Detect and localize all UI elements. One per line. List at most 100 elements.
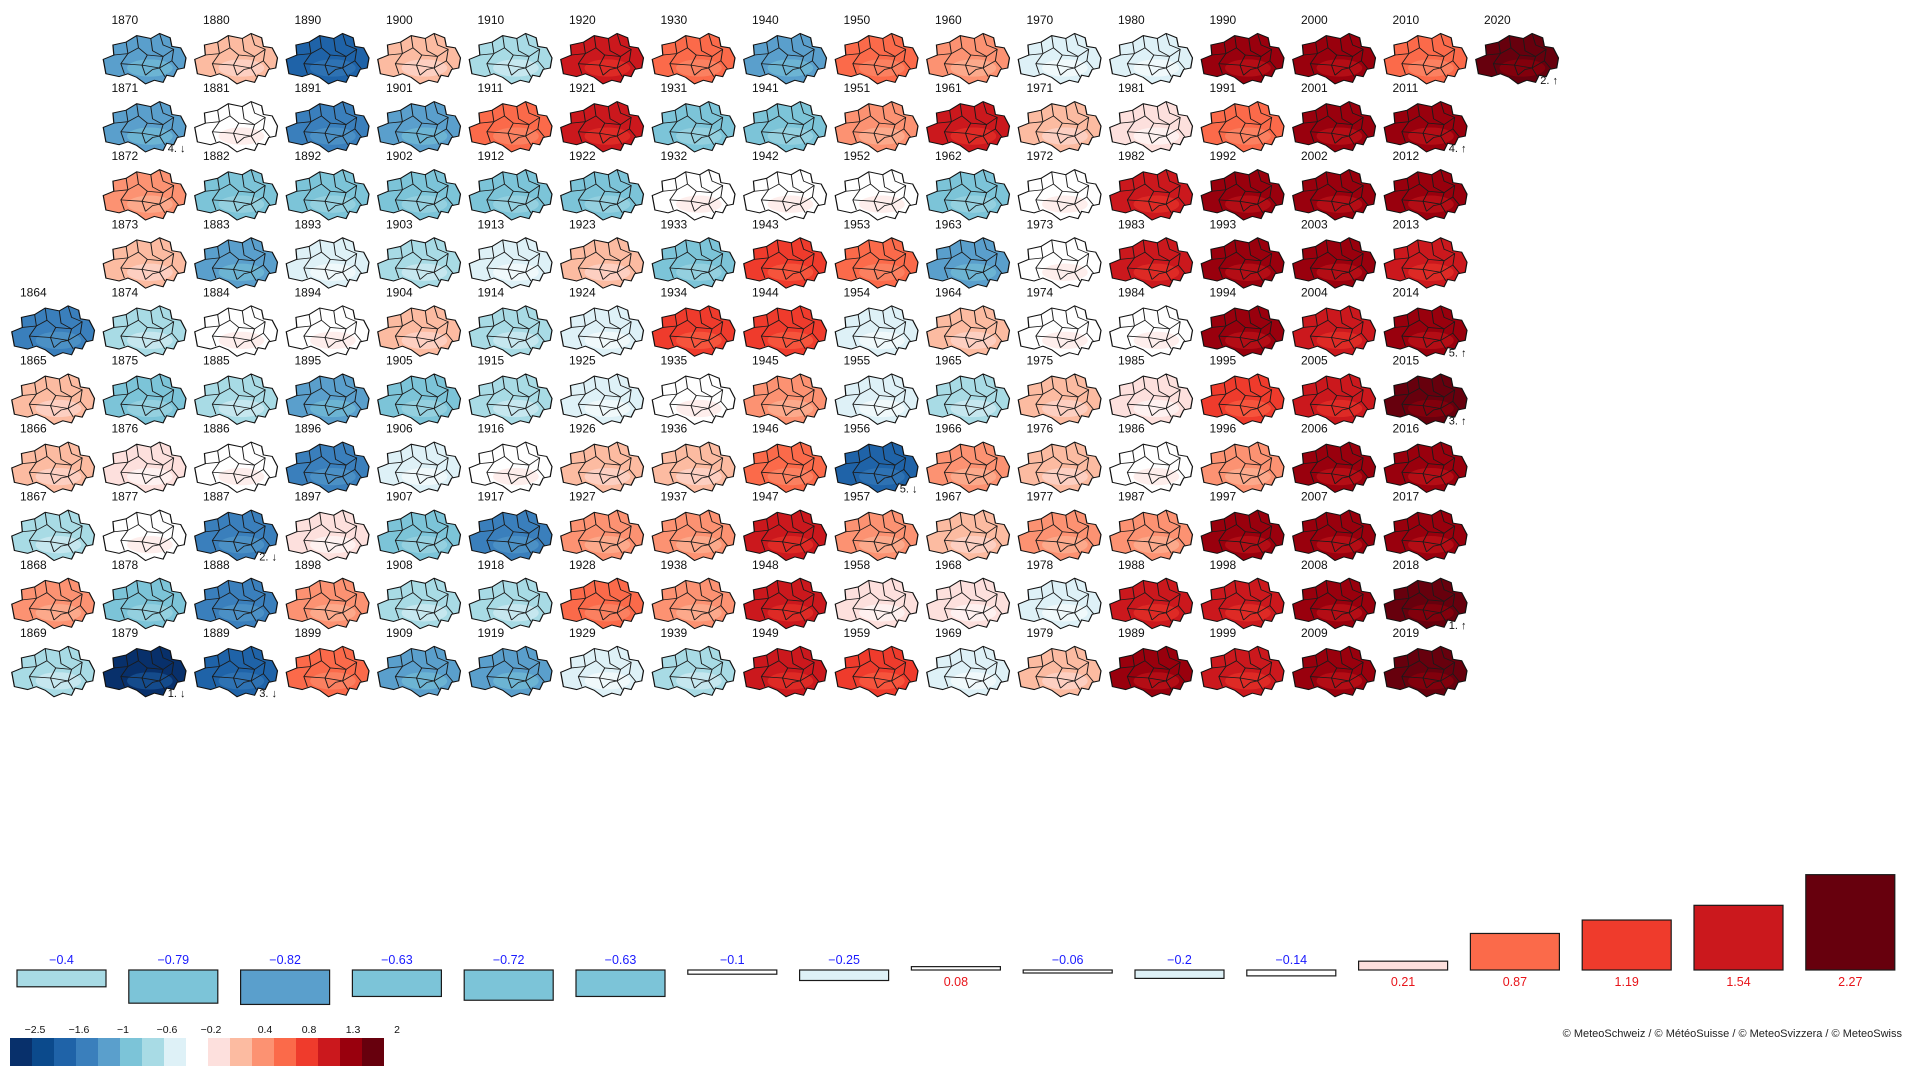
year-map [834, 645, 919, 698]
map-border-line [113, 592, 139, 601]
map-border-line [136, 580, 148, 621]
year-label: 1870 [112, 13, 139, 27]
year-map [11, 577, 96, 630]
map-border-line [1257, 101, 1278, 138]
year-label: 2011 [1393, 81, 1419, 95]
map-outline [1200, 373, 1285, 425]
map-border-line [1257, 441, 1278, 479]
year-map [102, 169, 187, 221]
map-border-line [486, 586, 495, 619]
year-map [468, 100, 553, 153]
year-label: 2020 [1484, 13, 1511, 27]
map-border-line [22, 524, 48, 533]
year-label: 2007 [1301, 490, 1328, 504]
map-border-line [513, 48, 540, 57]
map-outline [1109, 509, 1194, 562]
map-border-line [511, 271, 526, 280]
map-border-line [1243, 680, 1258, 689]
map-border-line [44, 512, 57, 553]
map-border-line [328, 271, 343, 280]
map-outline [468, 32, 553, 85]
map-border-line [303, 60, 356, 69]
year-map [743, 100, 828, 153]
map-border-line [53, 476, 69, 485]
year-label: 1996 [1210, 422, 1237, 436]
year-label: 1973 [1027, 217, 1054, 231]
map-border-line [486, 178, 495, 211]
map-border-line [1303, 183, 1329, 192]
year-map [194, 509, 279, 562]
map-border-line [1153, 48, 1181, 57]
map-border-line [852, 382, 861, 415]
year-label: 1886 [203, 422, 230, 436]
map-border-line [1348, 646, 1369, 683]
map-border-line [145, 680, 160, 689]
year-label: 1975 [1027, 354, 1054, 368]
year-label: 1970 [1027, 13, 1054, 27]
map-border-line [330, 321, 357, 330]
map-border-line [1348, 441, 1369, 479]
map-border-line [937, 388, 963, 396]
map-border-line [303, 654, 312, 687]
map-border-line [845, 524, 871, 533]
year-map [1383, 169, 1468, 221]
map-border-line [1401, 400, 1454, 409]
map-border-line [968, 203, 984, 212]
map-border-line [669, 128, 722, 137]
map-border-line [388, 47, 414, 56]
map-border-line [1348, 169, 1369, 206]
map-outline [1292, 237, 1377, 289]
map-border-line [1245, 661, 1272, 670]
year-label: 1893 [295, 217, 322, 231]
map-outline [1017, 237, 1102, 289]
map-border-line [604, 321, 632, 330]
map-border-line [852, 586, 861, 619]
map-border-line [330, 117, 357, 125]
map-border-line [1401, 264, 1454, 273]
map-border-line [211, 246, 220, 279]
legend-tick-label: −1 [117, 1024, 129, 1036]
map-border-line [395, 60, 447, 69]
map-border-line [669, 469, 722, 478]
map-border-line [1401, 128, 1454, 137]
map-border-line [968, 67, 984, 76]
map-border-line [1151, 476, 1167, 485]
map-outline [1200, 32, 1285, 85]
map-outline [468, 509, 553, 562]
map-border-line [394, 382, 403, 415]
map-border-line [1218, 537, 1271, 546]
map-border-line [1218, 450, 1227, 483]
map-outline [1109, 100, 1194, 153]
map-border-line [879, 525, 906, 534]
map-border-line [1401, 605, 1454, 614]
map-border-line [1257, 578, 1278, 615]
map-border-line [303, 586, 312, 619]
year-label: 1895 [295, 354, 322, 368]
map-border-line [852, 314, 861, 347]
map-border-line [1126, 110, 1135, 142]
map-border-line [486, 673, 539, 682]
map-border-line [602, 612, 618, 621]
map-border-line [1440, 373, 1461, 411]
year-label: 1875 [112, 354, 139, 368]
map-border-line [1303, 388, 1329, 396]
map-border-line [303, 450, 312, 483]
map-outline [1200, 509, 1285, 562]
map-border-line [205, 592, 231, 601]
map-border-line [1394, 251, 1420, 260]
map-border-line [1127, 332, 1179, 341]
map-outline [285, 169, 370, 221]
map-border-line [696, 48, 723, 57]
map-outline [1292, 373, 1377, 425]
map-border-line [1028, 660, 1054, 669]
map-border-line [1151, 408, 1167, 416]
map-border-line [669, 673, 722, 682]
map-outline [377, 100, 462, 153]
map-border-line [1074, 169, 1095, 206]
legend-swatch [98, 1038, 120, 1066]
map-border-line [1394, 660, 1420, 669]
map-border-line [694, 544, 709, 553]
map-outline [651, 305, 736, 357]
year-map [1017, 645, 1102, 698]
map-outline [1017, 373, 1102, 425]
